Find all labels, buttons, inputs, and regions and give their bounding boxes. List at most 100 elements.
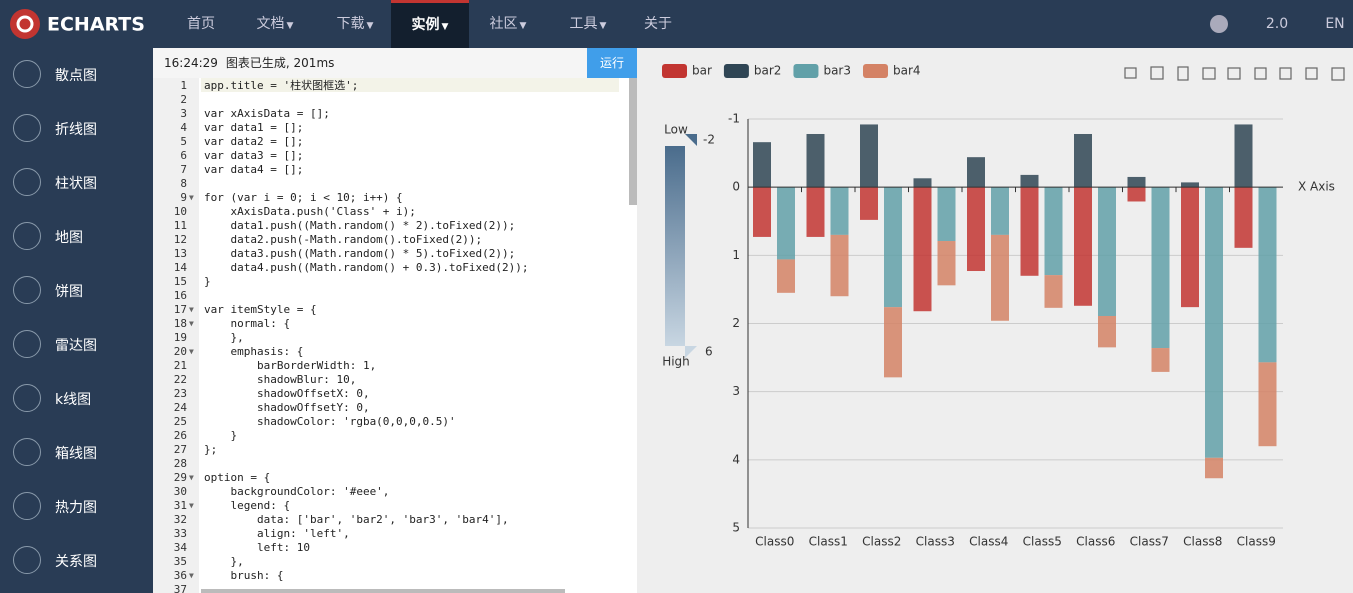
- bar: [1020, 187, 1039, 276]
- tool-icon[interactable]: [1227, 67, 1241, 80]
- fold-arrow[interactable]: ▼: [189, 193, 194, 202]
- code-line: 26 }: [153, 429, 637, 443]
- bar: [1074, 133, 1092, 188]
- fold-arrow[interactable]: ▼: [189, 305, 194, 314]
- sidebar-item[interactable]: 饼图: [0, 264, 153, 318]
- line-number: 5: [180, 135, 187, 148]
- fold-arrow[interactable]: ▼: [189, 347, 194, 356]
- code-line: 14 data4.push((Math.random() + 0.3).toFi…: [153, 261, 637, 275]
- code-line: 12 data2.push(-Math.random().toFixed(2))…: [153, 233, 637, 247]
- sidebar-icon: [13, 438, 41, 466]
- code-text: legend: {: [204, 499, 291, 512]
- code-line: 33 align: 'left',: [153, 527, 637, 541]
- sidebar-icon: [13, 384, 41, 412]
- sidebar-item[interactable]: 折线图: [0, 102, 153, 156]
- tool-icon[interactable]: [1305, 67, 1318, 80]
- sidebar-item[interactable]: 热力图: [0, 480, 153, 534]
- code-text: var data1 = [];: [204, 121, 304, 134]
- nav-item[interactable]: 下载 ▼: [320, 0, 390, 48]
- fold-arrow[interactable]: ▼: [189, 473, 194, 482]
- bar: [860, 187, 878, 220]
- tool-icon[interactable]: [1177, 66, 1189, 81]
- tool-icon[interactable]: [1124, 67, 1137, 79]
- sidebar-item[interactable]: 雷达图: [0, 318, 153, 372]
- code-text: var itemStyle = {: [204, 303, 317, 316]
- bar: [991, 234, 1009, 321]
- bar: [937, 187, 956, 242]
- nav-label: 实例: [411, 17, 440, 33]
- code-line: 27};: [153, 443, 637, 457]
- line-number: 33: [173, 527, 187, 540]
- fold-arrow[interactable]: ▼: [189, 501, 194, 510]
- tool-icon[interactable]: [1331, 67, 1345, 81]
- code-line: 30 backgroundColor: '#eee',: [153, 485, 637, 499]
- run-button[interactable]: 运行: [587, 48, 637, 78]
- bar: [967, 157, 985, 188]
- nav-label: 首页: [187, 16, 215, 32]
- code-text: for (var i = 0; i < 10; i++) {: [204, 191, 403, 204]
- tool-icon[interactable]: [1254, 67, 1267, 80]
- tool-icon[interactable]: [1150, 66, 1164, 80]
- tool-icon[interactable]: [1202, 67, 1216, 80]
- visual-map-bar[interactable]: [665, 146, 685, 346]
- code-line: 19 },: [153, 331, 637, 345]
- legend-swatch: [863, 64, 888, 78]
- bar: [1151, 187, 1170, 349]
- y-tick-label: 5: [732, 521, 740, 535]
- code-text: };: [204, 443, 218, 456]
- bar: [830, 234, 849, 297]
- code-text: var data4 = [];: [204, 163, 304, 176]
- bar: [1205, 187, 1223, 458]
- nav-item[interactable]: 工具 ▼: [555, 0, 621, 48]
- nav-item[interactable]: 首页: [175, 0, 227, 48]
- sidebar-item[interactable]: 箱线图: [0, 426, 153, 480]
- legend-label: bar2: [754, 64, 782, 78]
- code-text: data2.push(-Math.random().toFixed(2));: [204, 233, 483, 246]
- line-number: 6: [180, 149, 187, 162]
- version[interactable]: 2.0: [1265, 16, 1289, 32]
- nav-item[interactable]: 关于: [630, 0, 686, 48]
- bar: [1234, 187, 1253, 248]
- dropdown-arrow: ▼: [599, 21, 607, 31]
- visual-map-handle[interactable]: [685, 346, 697, 358]
- status-time: 16:24:29: [164, 56, 218, 70]
- logo-icon-ring: [16, 15, 34, 33]
- lang[interactable]: EN: [1325, 16, 1345, 32]
- line-number: 28: [173, 457, 187, 470]
- x-tick-label: Class7: [1130, 535, 1169, 549]
- line-number: 20: [173, 345, 187, 358]
- sidebar-item[interactable]: k线图: [0, 372, 153, 426]
- bar: [884, 307, 902, 378]
- fold-arrow[interactable]: ▼: [189, 571, 194, 580]
- bar: [1074, 187, 1092, 306]
- sidebar-item[interactable]: 地图: [0, 210, 153, 264]
- sidebar-item[interactable]: 关系图: [0, 534, 153, 588]
- nav-item[interactable]: 社区 ▼: [475, 0, 541, 48]
- visual-map-handle[interactable]: [685, 134, 697, 146]
- bar: [806, 133, 825, 188]
- code-line: 22 shadowBlur: 10,: [153, 373, 637, 387]
- nav-label: 关于: [644, 16, 672, 32]
- code-text: data4.push((Math.random() + 0.3).toFixed…: [204, 261, 529, 274]
- bar: [1151, 348, 1170, 372]
- code-text: var data3 = [];: [204, 149, 304, 162]
- line-number: 3: [180, 107, 187, 120]
- fold-arrow[interactable]: ▼: [189, 319, 194, 328]
- github-icon[interactable]: [1209, 14, 1229, 34]
- code-text: barBorderWidth: 1,: [204, 359, 377, 372]
- nav-item[interactable]: 文档 ▼: [245, 0, 305, 48]
- logo[interactable]: ECHARTS: [0, 0, 160, 48]
- dropdown-arrow: ▼: [519, 21, 527, 31]
- sidebar-item[interactable]: 散点图: [0, 48, 153, 102]
- x-axis-label: X Axis: [1298, 180, 1335, 194]
- line-number: 7: [180, 163, 187, 176]
- nav-label: 工具: [569, 16, 598, 32]
- code-line: 17 ▼ var itemStyle = {: [153, 303, 637, 317]
- editor: 16:24:29 图表已生成, 201ms 运行 1 app.title = '柱状…: [153, 48, 637, 593]
- tool-icon[interactable]: [1279, 67, 1292, 80]
- sidebar-item[interactable]: 柱状图: [0, 156, 153, 210]
- bar: [967, 187, 985, 272]
- code-text: app.title = '柱状图框选';: [204, 79, 359, 92]
- nav-item[interactable]: 实例 ▼: [391, 0, 469, 48]
